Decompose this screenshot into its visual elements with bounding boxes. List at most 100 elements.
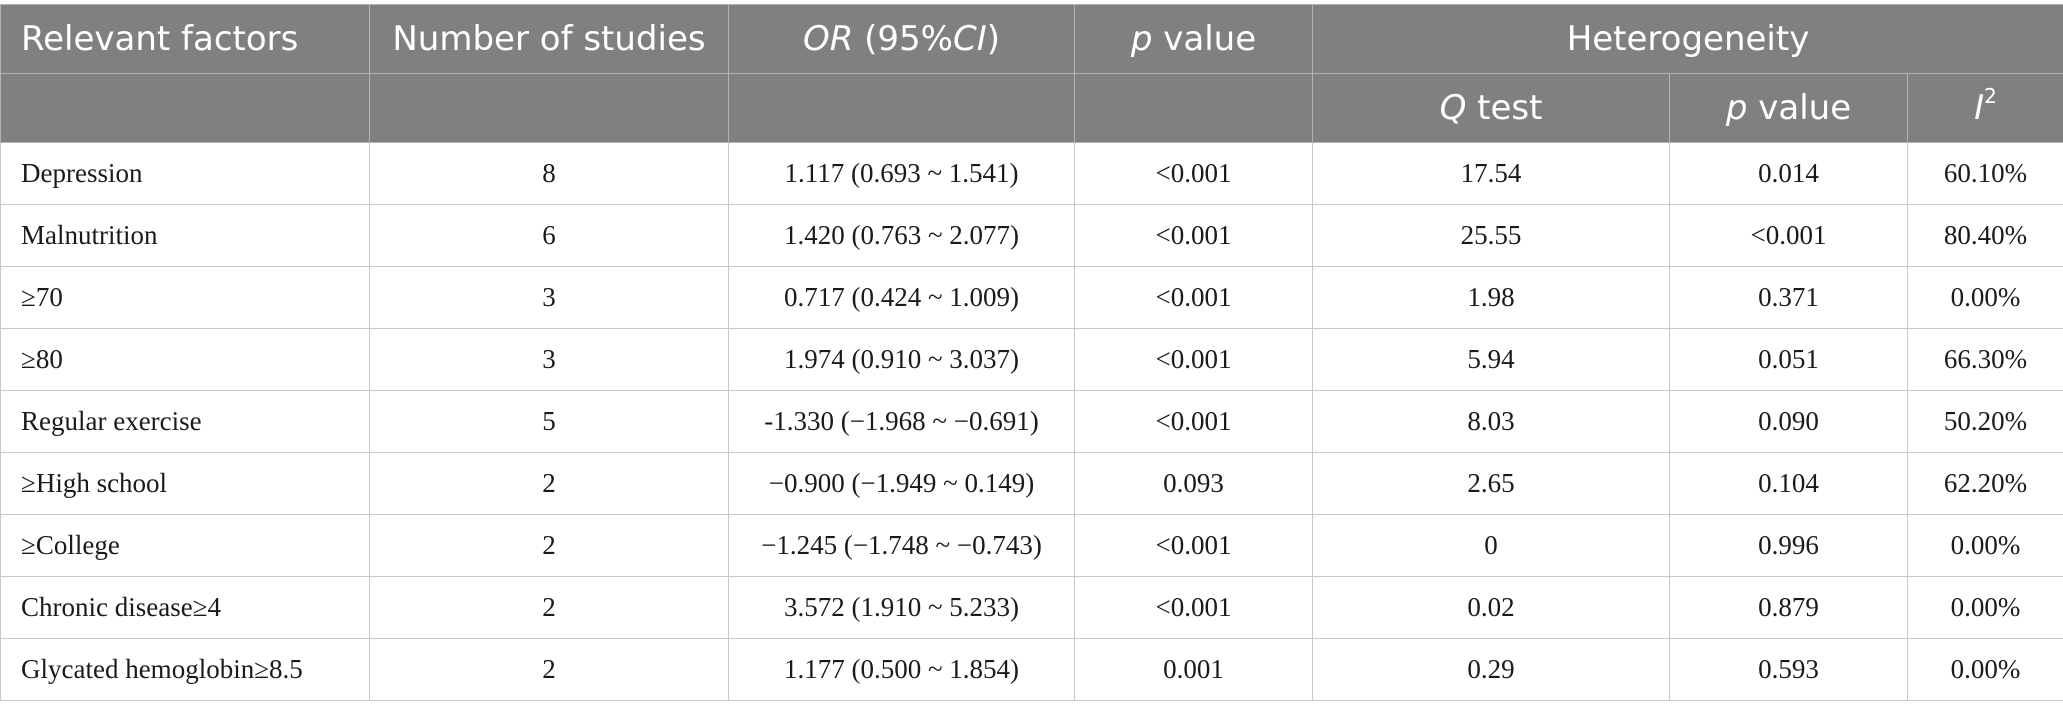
- cell-factor: Depression: [0, 142, 370, 205]
- table-row: Chronic disease≥4 2 3.572 (1.910 ~ 5.233…: [0, 576, 2063, 639]
- cell-studies: 5: [369, 390, 729, 453]
- cell-or: −1.245 (−1.748 ~ −0.743): [728, 514, 1075, 577]
- table-row: ≥High school 2 −0.900 (−1.949 ~ 0.149) 0…: [0, 452, 2063, 515]
- table-row: ≥College 2 −1.245 (−1.748 ~ −0.743) <0.0…: [0, 514, 2063, 577]
- header-q-italic: Q: [1439, 88, 1467, 128]
- cell-het-p: <0.001: [1669, 204, 1908, 267]
- cell-q: 0.02: [1312, 576, 1670, 639]
- cell-i2: 62.20%: [1906, 452, 2063, 515]
- cell-p: <0.001: [1074, 266, 1313, 329]
- header-het-p-italic: p: [1725, 88, 1748, 128]
- cell-studies: 2: [369, 638, 729, 701]
- cell-or: 0.717 (0.424 ~ 1.009): [728, 266, 1075, 329]
- header-i-sup: 2: [1984, 84, 1997, 108]
- table-row: Malnutrition 6 1.420 (0.763 ~ 2.077) <0.…: [0, 204, 2063, 267]
- cell-factor: ≥80: [0, 328, 370, 391]
- cell-studies: 3: [369, 266, 729, 329]
- cell-factor: ≥70: [0, 266, 370, 329]
- header-empty-3: [728, 73, 1075, 143]
- header-q-test: Q test: [1312, 73, 1670, 143]
- cell-het-p: 0.593: [1669, 638, 1908, 701]
- cell-i2: 0.00%: [1906, 638, 2063, 701]
- table-row: Depression 8 1.117 (0.693 ~ 1.541) <0.00…: [0, 142, 2063, 205]
- cell-q: 0: [1312, 514, 1670, 577]
- cell-p: <0.001: [1074, 204, 1313, 267]
- cell-or: -1.330 (−1.968 ~ −0.691): [728, 390, 1075, 453]
- cell-i2: 0.00%: [1906, 514, 2063, 577]
- header-heterogeneity: Heterogeneity: [1311, 4, 2063, 74]
- cell-factor: ≥College: [0, 514, 370, 577]
- cell-i2: 0.00%: [1906, 576, 2063, 639]
- cell-het-p: 0.090: [1669, 390, 1908, 453]
- cell-i2: 50.20%: [1906, 390, 2063, 453]
- header-empty-2: [369, 73, 729, 143]
- cell-or: 1.117 (0.693 ~ 1.541): [728, 142, 1075, 205]
- header-i-italic: I: [1974, 88, 1985, 128]
- header-row-2: Q test p value I2: [0, 73, 2063, 143]
- cell-q: 17.54: [1312, 142, 1670, 205]
- table-row: Regular exercise 5 -1.330 (−1.968 ~ −0.6…: [0, 390, 2063, 453]
- cell-studies: 2: [369, 514, 729, 577]
- table-body: Depression 8 1.117 (0.693 ~ 1.541) <0.00…: [0, 142, 2063, 701]
- cell-factor: Regular exercise: [0, 390, 370, 453]
- cell-q: 25.55: [1312, 204, 1670, 267]
- cell-het-p: 0.371: [1669, 266, 1908, 329]
- cell-p: 0.093: [1074, 452, 1313, 515]
- header-ci-italic: CI: [953, 19, 987, 59]
- cell-or: 1.177 (0.500 ~ 1.854): [728, 638, 1075, 701]
- cell-q: 0.29: [1312, 638, 1670, 701]
- header-q-rest: test: [1466, 88, 1543, 128]
- cell-factor: ≥High school: [0, 452, 370, 515]
- table-row: ≥70 3 0.717 (0.424 ~ 1.009) <0.001 1.98 …: [0, 266, 2063, 329]
- header-het-p-rest: value: [1747, 88, 1852, 128]
- cell-i2: 66.30%: [1906, 328, 2063, 391]
- cell-p: <0.001: [1074, 328, 1313, 391]
- cell-het-p: 0.996: [1669, 514, 1908, 577]
- cell-or: 1.974 (0.910 ~ 3.037): [728, 328, 1075, 391]
- cell-p: <0.001: [1074, 390, 1313, 453]
- header-p-rest: value: [1152, 19, 1257, 59]
- table-row: Glycated hemoglobin≥8.5 2 1.177 (0.500 ~…: [0, 638, 2063, 701]
- cell-het-p: 0.051: [1669, 328, 1908, 391]
- table-row: ≥80 3 1.974 (0.910 ~ 3.037) <0.001 5.94 …: [0, 328, 2063, 391]
- header-or-italic: OR: [802, 19, 854, 59]
- cell-studies: 3: [369, 328, 729, 391]
- cell-studies: 2: [369, 452, 729, 515]
- cell-or: 3.572 (1.910 ~ 5.233): [728, 576, 1075, 639]
- header-number-of-studies: Number of studies: [369, 4, 729, 74]
- header-p-italic: p: [1130, 19, 1153, 59]
- cell-studies: 2: [369, 576, 729, 639]
- cell-studies: 8: [369, 142, 729, 205]
- cell-p: <0.001: [1074, 576, 1313, 639]
- header-p-value: p value: [1074, 4, 1313, 74]
- cell-studies: 6: [369, 204, 729, 267]
- cell-or: 1.420 (0.763 ~ 2.077): [728, 204, 1075, 267]
- cell-or: −0.900 (−1.949 ~ 0.149): [728, 452, 1075, 515]
- header-i-squared: I2: [1906, 73, 2063, 143]
- header-relevant-factors: Relevant factors: [0, 4, 370, 74]
- cell-het-p: 0.104: [1669, 452, 1908, 515]
- cell-p: 0.001: [1074, 638, 1313, 701]
- header-het-p-value: p value: [1669, 73, 1908, 143]
- cell-het-p: 0.879: [1669, 576, 1908, 639]
- cell-factor: Chronic disease≥4: [0, 576, 370, 639]
- cell-i2: 80.40%: [1906, 204, 2063, 267]
- cell-p: <0.001: [1074, 514, 1313, 577]
- cell-het-p: 0.014: [1669, 142, 1908, 205]
- header-or-ci-close: ): [986, 19, 1001, 59]
- cell-q: 8.03: [1312, 390, 1670, 453]
- cell-q: 2.65: [1312, 452, 1670, 515]
- header-or-ci: OR (95%CI): [728, 4, 1075, 74]
- meta-analysis-table: Relevant factors Number of studies OR (9…: [0, 4, 2063, 701]
- cell-factor: Malnutrition: [0, 204, 370, 267]
- table-header: Relevant factors Number of studies OR (9…: [0, 4, 2063, 143]
- header-empty-4: [1074, 73, 1313, 143]
- cell-q: 5.94: [1312, 328, 1670, 391]
- cell-q: 1.98: [1312, 266, 1670, 329]
- cell-i2: 60.10%: [1906, 142, 2063, 205]
- header-empty-1: [0, 73, 370, 143]
- cell-i2: 0.00%: [1906, 266, 2063, 329]
- cell-factor: Glycated hemoglobin≥8.5: [0, 638, 370, 701]
- header-row-1: Relevant factors Number of studies OR (9…: [0, 4, 2063, 74]
- header-or-ci-open: (95%: [853, 19, 953, 59]
